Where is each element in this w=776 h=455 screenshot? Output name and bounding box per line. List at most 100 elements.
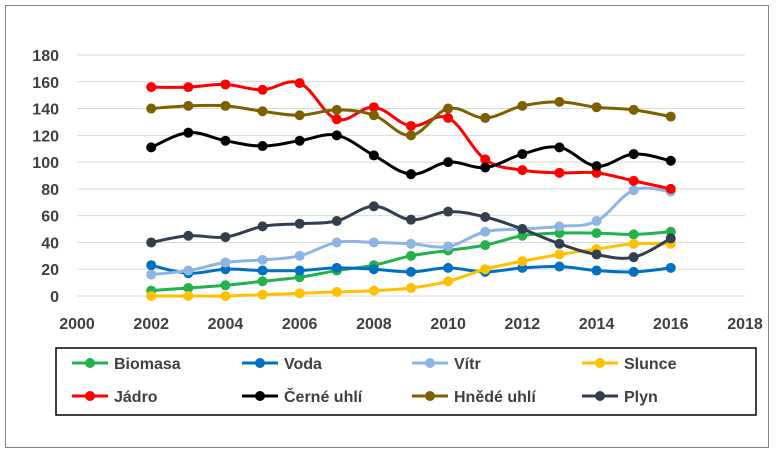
legend-swatch-marker <box>255 391 265 401</box>
data-point <box>665 262 676 273</box>
data-point <box>294 265 305 276</box>
x-axis-tick-labels: 2000 2002 2004 2006 2008 2010 2012 2014 2016 2018 <box>59 316 763 333</box>
y-tick-label: 100 <box>32 155 59 172</box>
data-point <box>294 288 305 299</box>
legend-label: Voda <box>284 356 322 373</box>
y-tick-label: 120 <box>32 128 59 145</box>
legend-item: Černé uhlí <box>242 387 363 406</box>
data-point <box>331 262 342 273</box>
data-point <box>443 157 454 168</box>
data-point <box>183 291 194 301</box>
data-point <box>406 238 416 249</box>
data-point <box>591 216 602 227</box>
series-cerne-uhli <box>146 127 676 180</box>
data-point <box>554 221 565 232</box>
data-point <box>257 141 268 152</box>
data-point <box>220 135 231 146</box>
data-point <box>443 206 454 217</box>
data-point <box>146 269 157 280</box>
data-point <box>554 238 565 249</box>
data-point <box>443 241 454 252</box>
data-point <box>554 142 565 153</box>
series-hnede-uhli <box>146 96 676 141</box>
legend-item: Hnědé uhlí <box>412 389 536 406</box>
data-point <box>665 155 676 166</box>
data-point <box>517 165 528 176</box>
x-tick-label: 2008 <box>356 316 392 333</box>
y-tick-label: 0 <box>50 289 59 306</box>
y-tick-label: 40 <box>41 235 59 252</box>
x-tick-label: 2016 <box>653 316 689 333</box>
legend-item: Plyn <box>582 389 658 406</box>
data-point <box>665 233 676 244</box>
legend-label: Vítr <box>454 356 481 373</box>
y-tick-label: 20 <box>41 262 59 279</box>
data-point <box>368 150 379 161</box>
data-point <box>443 276 454 287</box>
y-tick-label: 140 <box>32 102 59 119</box>
data-point <box>554 167 565 178</box>
data-point <box>331 114 342 125</box>
data-point <box>183 230 194 241</box>
y-tick-label: 60 <box>41 209 59 226</box>
data-point <box>331 286 342 297</box>
data-point <box>220 232 231 243</box>
legend-swatch-marker <box>425 391 435 401</box>
data-point <box>146 291 157 301</box>
series-voda <box>146 260 676 279</box>
data-point <box>480 264 491 275</box>
data-point <box>220 280 231 291</box>
series-jadro <box>146 78 676 194</box>
data-point <box>406 169 416 180</box>
data-point <box>331 237 342 248</box>
data-point <box>183 127 194 138</box>
data-point <box>628 266 639 277</box>
legend: Biomasa Voda Vítr Slunce Jádro Černé uhlí Hněd… <box>72 356 677 406</box>
data-point <box>146 82 157 93</box>
x-tick-label: 2018 <box>727 316 763 333</box>
data-point <box>368 264 379 275</box>
legend-swatch-marker <box>255 358 265 368</box>
data-point <box>665 183 676 194</box>
legend-swatch-marker <box>85 391 95 401</box>
data-point <box>331 130 342 141</box>
legend-swatch-marker <box>595 391 605 401</box>
data-point <box>406 266 416 277</box>
data-point <box>554 249 565 260</box>
y-tick-label: 80 <box>41 182 59 199</box>
data-point <box>406 120 416 131</box>
data-point <box>257 106 268 117</box>
series-layer <box>146 78 676 301</box>
data-point <box>406 250 416 261</box>
data-point <box>406 130 416 141</box>
data-point <box>480 226 491 237</box>
data-point <box>628 175 639 186</box>
x-tick-label: 2012 <box>505 316 541 333</box>
data-point <box>665 111 676 122</box>
data-point <box>517 149 528 160</box>
legend-label: Slunce <box>624 356 677 373</box>
data-point <box>220 257 231 268</box>
data-point <box>294 250 305 261</box>
data-point <box>183 100 194 111</box>
legend-label: Biomasa <box>114 356 181 373</box>
data-point <box>331 104 342 115</box>
y-tick-label: 180 <box>32 48 59 65</box>
data-point <box>183 82 194 93</box>
data-point <box>628 104 639 115</box>
data-point <box>368 102 379 113</box>
data-point <box>443 103 454 114</box>
data-point <box>628 149 639 160</box>
data-point <box>406 214 416 225</box>
data-point <box>591 228 602 239</box>
data-point <box>331 216 342 227</box>
data-point <box>257 254 268 265</box>
legend-box <box>55 347 757 416</box>
legend-swatch-marker <box>595 358 605 368</box>
legend-label: Hnědé uhlí <box>454 389 536 406</box>
legend-item: Vítr <box>412 356 481 373</box>
data-point <box>591 265 602 276</box>
data-point <box>591 161 602 172</box>
data-point <box>220 100 231 111</box>
